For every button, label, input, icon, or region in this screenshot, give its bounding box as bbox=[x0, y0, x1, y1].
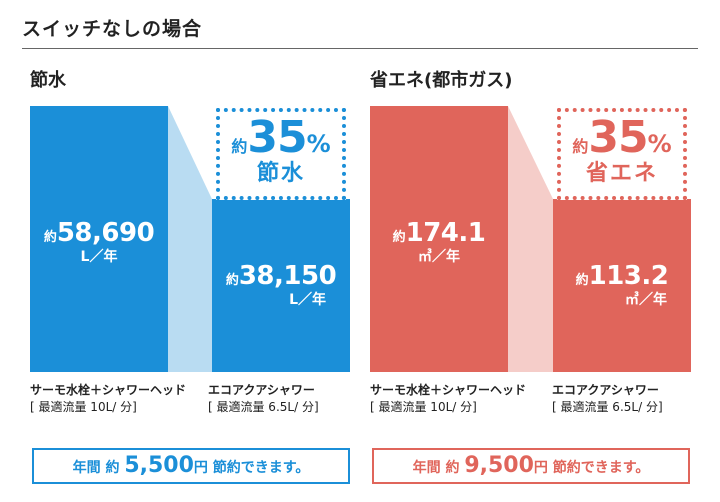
panel-title-water: 節水 bbox=[30, 70, 66, 91]
reduction-badge-gas: 約35% 省エネ bbox=[557, 108, 687, 200]
bar-value-label: 約113.2 ㎥／年 bbox=[575, 261, 669, 309]
title-divider bbox=[22, 48, 698, 49]
savings-summary-gas: 年間 約 9,500円 節約できます。 bbox=[372, 448, 690, 484]
category-label-thermo: サーモ水栓＋シャワーヘッド [ 最適流量 10L/ 分] bbox=[370, 383, 527, 414]
bar-value-label: 約38,150 L／年 bbox=[225, 261, 337, 309]
category-label-eco: エコアクアシャワー [ 最適流量 6.5L/ 分] bbox=[208, 383, 319, 414]
panel-title-gas: 省エネ(都市ガス) bbox=[370, 70, 513, 91]
bar-thermo-water: 約58,690 L／年 bbox=[30, 106, 168, 372]
bar-eco-water: 約38,150 L／年 bbox=[212, 199, 350, 372]
category-label-eco: エコアクアシャワー [ 最適流量 6.5L/ 分] bbox=[552, 383, 663, 414]
bar-value-label: 約58,690 L／年 bbox=[43, 217, 155, 265]
bar-value-label: 約174.1 ㎥／年 bbox=[392, 217, 486, 265]
reduction-connector-gas bbox=[508, 106, 553, 372]
bar-eco-gas: 約113.2 ㎥／年 bbox=[553, 199, 691, 372]
page-title: スイッチなしの場合 bbox=[22, 18, 203, 40]
category-label-thermo: サーモ水栓＋シャワーヘッド [ 最適流量 10L/ 分] bbox=[30, 383, 187, 414]
savings-summary-water: 年間 約 5,500円 節約できます。 bbox=[32, 448, 350, 484]
bar-thermo-gas: 約174.1 ㎥／年 bbox=[370, 106, 508, 372]
reduction-connector-water bbox=[168, 106, 212, 372]
reduction-badge-water: 約35% 節水 bbox=[216, 108, 346, 200]
